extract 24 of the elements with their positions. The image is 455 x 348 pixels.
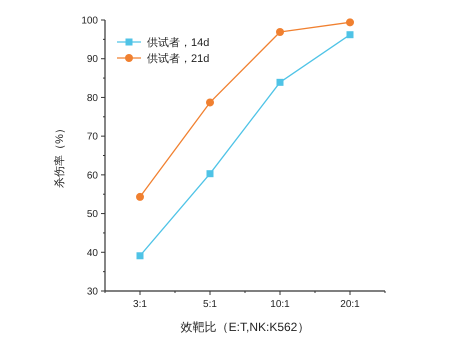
x-tick-label: 10:1 <box>270 299 290 310</box>
y-tick-label: 50 <box>86 209 98 220</box>
x-tick-label: 5:1 <box>203 299 218 310</box>
y-tick-label: 70 <box>86 132 98 143</box>
x-tick-label: 20:1 <box>340 299 360 310</box>
point <box>206 98 214 106</box>
point <box>136 252 144 260</box>
y-tick-label: 30 <box>86 286 98 298</box>
legend-label: 供试者，14d <box>147 36 210 49</box>
y-tick-label: 90 <box>86 54 98 66</box>
point <box>276 28 284 36</box>
y-axis-title: 杀伤率（%） <box>53 123 66 188</box>
y-tick-label: 40 <box>86 248 98 259</box>
y-tick-label: 100 <box>81 16 98 26</box>
y-tick-label: 80 <box>86 92 98 104</box>
point <box>346 18 354 26</box>
x-axis-title: 效靶比（E:T,NK:K562） <box>180 320 310 334</box>
point <box>136 192 144 201</box>
point <box>206 170 214 178</box>
y-tick-label: 60 <box>86 170 98 182</box>
point <box>346 31 354 38</box>
legend-label: 供试者，21d <box>147 52 210 65</box>
x-tick-label: 3:1 <box>133 299 148 310</box>
point <box>276 78 284 86</box>
